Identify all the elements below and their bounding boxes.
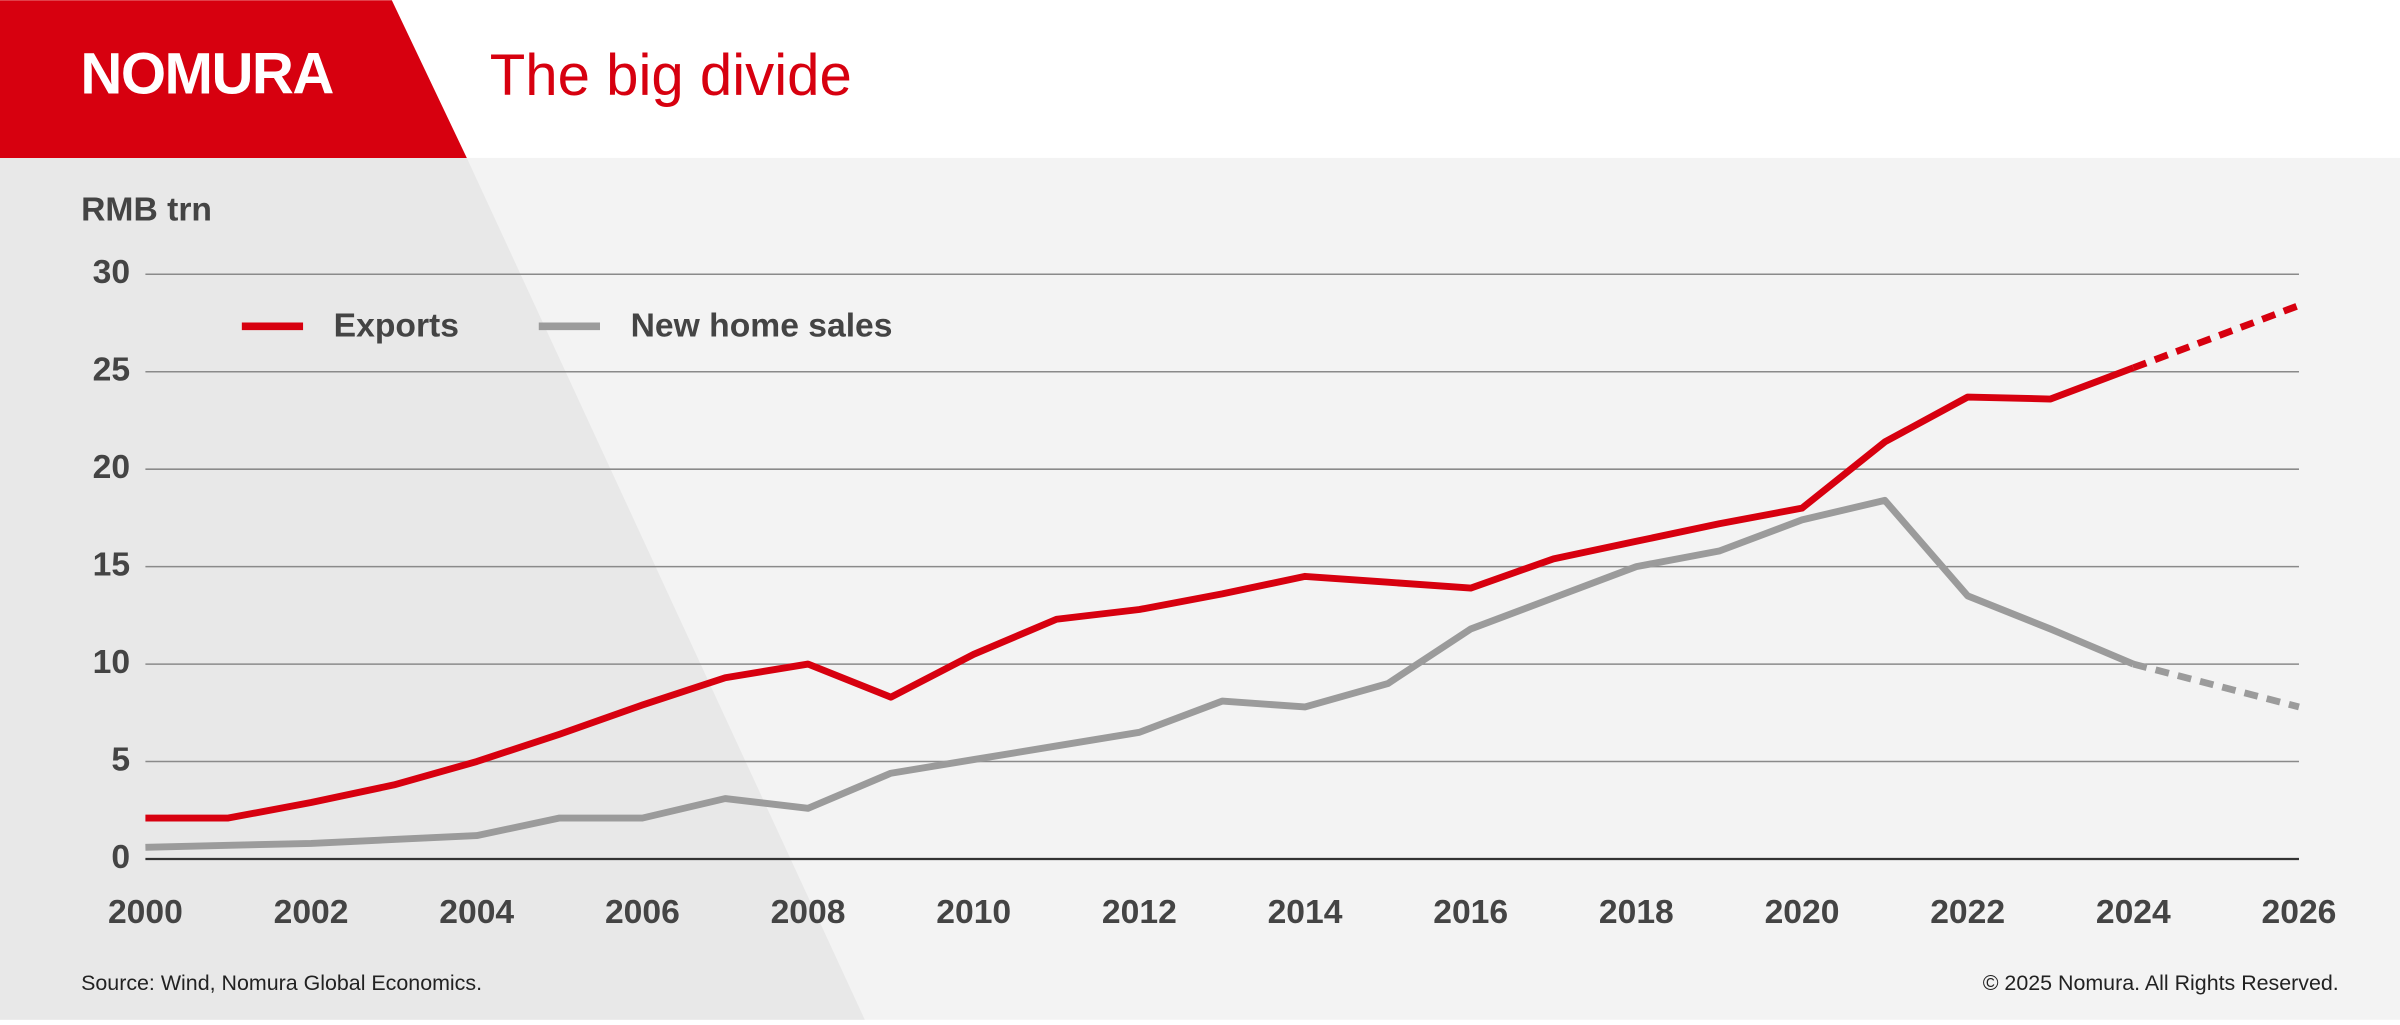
logo: NOMURA bbox=[80, 42, 333, 107]
legend-label: Exports bbox=[334, 308, 459, 345]
x-tick-label: 2006 bbox=[605, 894, 680, 931]
y-tick-label: 25 bbox=[93, 352, 130, 389]
y-tick-label: 5 bbox=[111, 741, 130, 778]
copyright: © 2025 Nomura. All Rights Reserved. bbox=[1983, 971, 2339, 995]
y-tick-label: 10 bbox=[93, 644, 130, 681]
x-tick-label: 2012 bbox=[1102, 894, 1177, 931]
chart-title: The big divide bbox=[490, 43, 852, 108]
forecast-line bbox=[2132, 660, 2300, 711]
legend-label: New home sales bbox=[631, 308, 893, 345]
x-tick-label: 2024 bbox=[2096, 894, 2171, 931]
series-line bbox=[145, 496, 2135, 851]
y-tick-label: 0 bbox=[111, 839, 130, 876]
x-tick-label: 2008 bbox=[771, 894, 846, 931]
x-tick-label: 2010 bbox=[936, 894, 1011, 931]
forecast-line bbox=[2132, 302, 2301, 372]
x-tick-label: 2026 bbox=[2262, 894, 2337, 931]
y-tick-label: 30 bbox=[93, 254, 130, 291]
y-axis-label: RMB trn bbox=[81, 191, 212, 228]
x-tick-label: 2020 bbox=[1765, 894, 1840, 931]
series-line bbox=[145, 364, 2135, 822]
x-tick-label: 2004 bbox=[439, 894, 514, 931]
x-tick-label: 2002 bbox=[274, 894, 349, 931]
x-tick-label: 2014 bbox=[1268, 894, 1343, 931]
source: Source: Wind, Nomura Global Economics. bbox=[81, 971, 482, 995]
y-tick-label: 20 bbox=[93, 449, 130, 486]
x-tick-label: 2018 bbox=[1599, 894, 1674, 931]
x-tick-label: 2000 bbox=[108, 894, 183, 931]
logo-bg bbox=[0, 0, 467, 158]
y-tick-label: 15 bbox=[93, 547, 130, 584]
decor-wedge bbox=[0, 157, 865, 1020]
x-tick-label: 2022 bbox=[1930, 894, 2005, 931]
x-tick-label: 2016 bbox=[1433, 894, 1508, 931]
